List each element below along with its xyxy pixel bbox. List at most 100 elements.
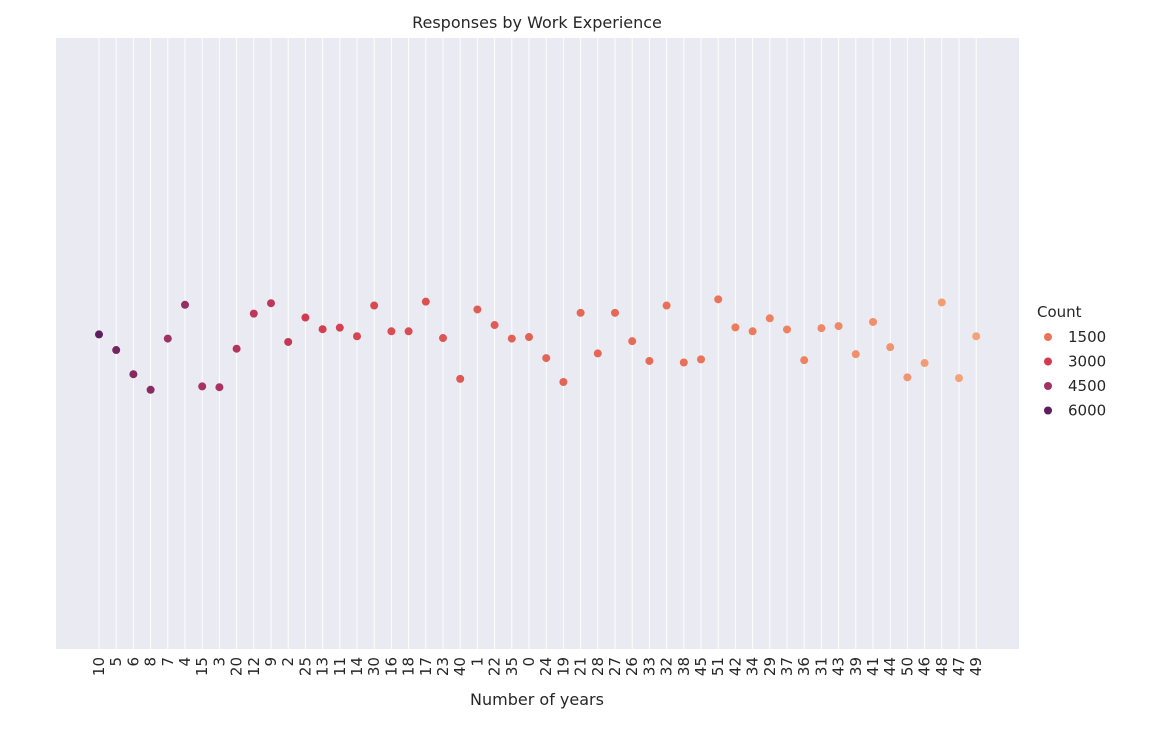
data-point [611, 308, 619, 317]
x-tick-label: 29 [761, 657, 779, 676]
x-tick-label: 9 [262, 657, 280, 667]
data-point [628, 337, 637, 346]
x-tick-label: 48 [933, 657, 951, 676]
data-point [937, 298, 946, 307]
x-tick-label: 27 [606, 657, 624, 676]
data-point [215, 383, 224, 392]
data-point [542, 354, 551, 363]
x-tick-label: 0 [520, 657, 538, 667]
data-point [318, 325, 327, 334]
x-tick-label: 3 [210, 657, 228, 667]
data-point [284, 337, 293, 346]
chart-title: Responses by Work Experience [412, 13, 662, 32]
x-tick-label: 2 [279, 657, 297, 667]
grid-lines [98, 38, 977, 649]
legend: Count 1500 3000 4500 6000 [1037, 303, 1106, 420]
x-tick-label: 6 [124, 657, 142, 667]
x-tick-label: 46 [916, 657, 934, 676]
x-tick-label: 32 [658, 657, 676, 676]
data-point [181, 300, 189, 309]
data-point [370, 301, 379, 310]
x-tick-label: 41 [864, 657, 882, 676]
data-point [576, 308, 585, 317]
x-tick-label: 37 [778, 657, 796, 676]
legend-label: 1500 [1068, 328, 1106, 346]
data-point [800, 356, 809, 365]
x-tick-label: 19 [554, 657, 572, 676]
x-tick-label: 22 [486, 657, 504, 676]
data-point [731, 323, 740, 332]
x-tick-label: 1 [468, 657, 486, 667]
x-tick-label: 16 [382, 657, 400, 676]
x-tick-label: 43 [830, 657, 848, 676]
x-tick-label: 18 [400, 657, 418, 676]
data-point [920, 359, 929, 368]
x-tick-label: 17 [417, 657, 435, 676]
data-point [714, 295, 723, 304]
x-tick-label: 4 [176, 657, 194, 667]
data-point [697, 355, 705, 364]
data-point [834, 322, 843, 331]
x-tick-label: 30 [365, 657, 383, 676]
x-tick-label: 35 [503, 657, 521, 676]
x-tick-label: 23 [434, 657, 452, 676]
x-tick-label: 39 [847, 657, 865, 676]
x-tick-label: 26 [623, 657, 641, 676]
x-axis-label: Number of years [470, 690, 604, 709]
data-point [198, 382, 207, 391]
data-point [490, 321, 499, 330]
legend-title: Count [1037, 303, 1082, 321]
legend-marker [1044, 333, 1052, 341]
data-point [267, 299, 275, 308]
legend-marker [1044, 357, 1052, 366]
x-tick-label: 5 [107, 657, 125, 667]
data-point [439, 334, 447, 343]
data-point [559, 378, 568, 386]
data-point [886, 343, 895, 352]
x-tick-label: 12 [245, 657, 263, 676]
data-point [662, 301, 671, 310]
plot-area [56, 38, 1019, 649]
x-tick-label: 21 [572, 657, 590, 676]
data-point [146, 385, 155, 394]
x-tick-label: 7 [159, 657, 177, 667]
data-point [95, 330, 103, 339]
data-point [869, 317, 877, 326]
data-point [387, 327, 396, 336]
x-tick-label: 38 [675, 657, 693, 676]
x-tick-label: 40 [451, 657, 469, 676]
x-tick-label: 25 [296, 657, 314, 676]
data-point [817, 324, 826, 333]
data-point [955, 374, 963, 383]
x-tick-label: 14 [348, 657, 366, 676]
x-tick-label: 45 [692, 657, 710, 676]
x-tick-label: 10 [90, 657, 108, 676]
data-point [748, 327, 757, 336]
x-tick-label: 15 [193, 657, 211, 676]
x-tick-label: 28 [589, 657, 607, 676]
x-tick-label: 49 [967, 657, 985, 676]
x-tick-label: 42 [726, 657, 744, 676]
data-point [783, 325, 791, 334]
x-tick-label: 34 [744, 657, 762, 676]
x-tick-label: 8 [142, 657, 160, 667]
data-point [421, 297, 430, 306]
data-point [473, 305, 482, 314]
x-tick-labels: 10 5 6 8 7 4 15 3 20 12 9 2 25 13 11 14 30 16 18 17 23 40 1 22 3… [90, 657, 985, 676]
data-point [903, 373, 912, 382]
x-tick-label: 36 [795, 657, 813, 676]
data-point [507, 334, 516, 343]
legend-label: 4500 [1068, 377, 1106, 395]
data-point [353, 332, 361, 341]
data-point [404, 327, 413, 336]
data-point [232, 344, 241, 353]
data-point [525, 333, 533, 342]
x-tick-label: 51 [709, 657, 727, 676]
data-point [112, 346, 121, 355]
x-tick-label: 47 [950, 657, 968, 676]
x-tick-label: 33 [640, 657, 658, 676]
x-tick-label: 20 [228, 657, 246, 676]
legend-label: 6000 [1068, 402, 1106, 420]
x-tick-label: 13 [314, 657, 332, 676]
